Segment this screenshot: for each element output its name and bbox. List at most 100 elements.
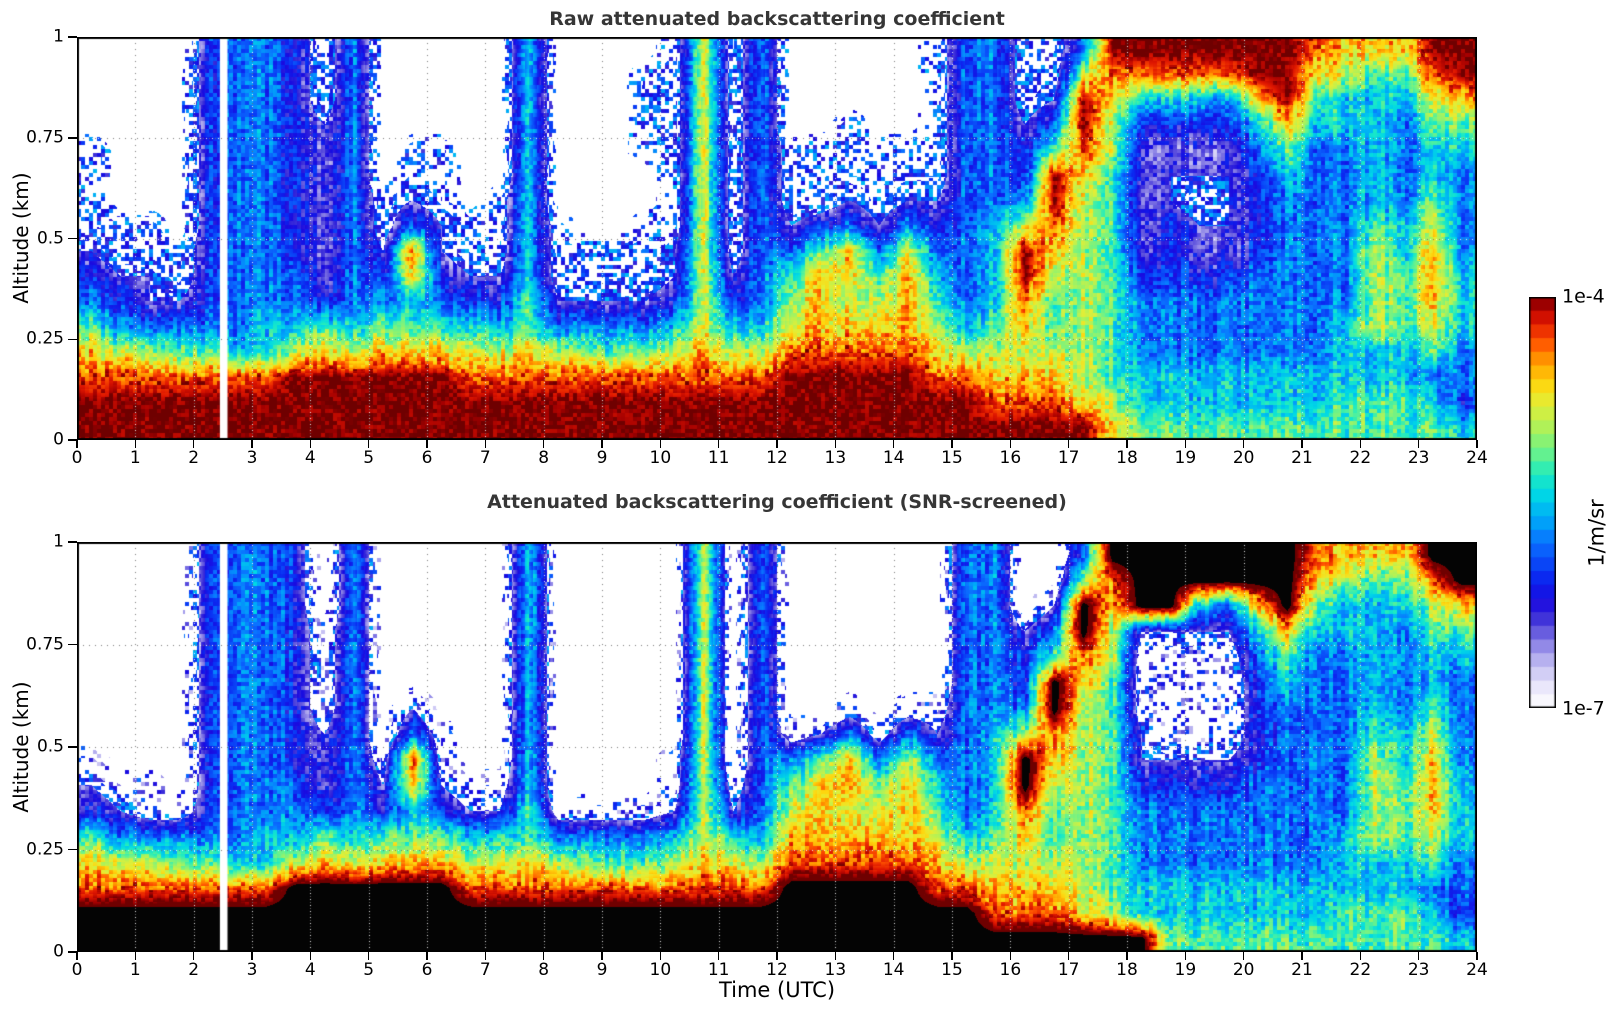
y-tick-label-p1: 0	[53, 429, 64, 450]
x-tick-label-p2: 5	[363, 960, 375, 980]
x-tick-mark	[134, 952, 137, 960]
y-tick-label-p2: 1	[53, 531, 64, 552]
x-tick-mark	[1067, 440, 1070, 448]
x-tick-mark	[951, 952, 953, 960]
x-tick-mark	[426, 440, 428, 448]
x-tick-label-p2: 23	[1407, 960, 1430, 980]
y-tick-label-p2: 0	[53, 941, 64, 962]
x-tick-label-p2: 0	[71, 960, 83, 980]
x-tick-mark	[76, 440, 78, 448]
y-tick-mark	[68, 643, 77, 646]
x-tick-mark	[951, 440, 953, 448]
x-tick-mark	[1417, 440, 1420, 448]
x-tick-mark	[659, 440, 662, 448]
x-tick-mark	[892, 440, 895, 448]
y-tick-label-p1: 0.25	[26, 328, 64, 349]
x-tick-label-p2: 12	[766, 960, 788, 980]
x-tick-mark	[834, 952, 837, 960]
x-tick-label-p2: 17	[1057, 960, 1080, 980]
x-tick-label-p1: 3	[246, 448, 258, 468]
y-tick-mark	[68, 951, 77, 953]
x-tick-mark	[251, 952, 253, 960]
x-tick-mark	[1009, 440, 1012, 448]
x-tick-label-p1: 20	[1232, 448, 1255, 468]
y-tick-mark	[68, 36, 77, 38]
x-tick-mark	[1242, 952, 1245, 960]
x-tick-mark	[1359, 952, 1362, 960]
x-tick-mark	[1359, 440, 1362, 448]
x-tick-mark	[367, 440, 370, 448]
x-tick-label-p2: 6	[421, 960, 433, 980]
x-tick-mark	[659, 952, 662, 960]
x-tick-label-p2: 1	[129, 960, 141, 980]
x-tick-mark	[367, 952, 370, 960]
x-tick-label-p2: 8	[538, 960, 550, 980]
x-tick-label-p2: 9	[596, 960, 608, 980]
x-tick-mark	[1126, 952, 1128, 960]
x-tick-mark	[309, 440, 312, 448]
panel1-title: Raw attenuated backscattering coefficien…	[549, 8, 1005, 30]
x-tick-mark	[776, 952, 778, 960]
x-tick-label-p2: 21	[1291, 960, 1313, 980]
x-tick-mark	[251, 440, 253, 448]
x-tick-label-p1: 15	[941, 448, 963, 468]
x-tick-mark	[134, 440, 137, 448]
y-tick-label-p1: 1	[53, 26, 64, 47]
y-tick-label-p2: 0.75	[26, 634, 64, 654]
x-tick-label-p2: 7	[479, 960, 491, 980]
x-tick-label-p1: 22	[1349, 448, 1372, 468]
x-tick-mark	[1476, 440, 1478, 448]
x-tick-mark	[892, 952, 895, 960]
x-tick-mark	[717, 440, 720, 448]
x-tick-label-p1: 4	[304, 448, 316, 468]
x-tick-mark	[542, 952, 545, 960]
x-tick-label-p1: 8	[538, 448, 550, 468]
x-tick-mark	[1476, 952, 1478, 960]
x-tick-label-p1: 18	[1116, 448, 1138, 468]
colorbar-min-label: 1e-7	[1562, 697, 1605, 720]
x-tick-label-p2: 15	[941, 960, 963, 980]
x-tick-mark	[1126, 440, 1128, 448]
x-tick-label-p2: 2	[188, 960, 200, 980]
y-tick-label-p2: 0.25	[26, 839, 64, 859]
x-tick-mark	[1184, 952, 1187, 960]
x-axis-label: Time (UTC)	[718, 978, 836, 1002]
x-tick-label-p2: 20	[1232, 960, 1255, 980]
x-tick-label-p2: 3	[246, 960, 258, 980]
y-tick-mark	[68, 746, 77, 748]
x-tick-label-p2: 4	[304, 960, 316, 980]
x-tick-mark	[309, 952, 312, 960]
y-tick-mark	[68, 848, 77, 851]
x-tick-label-p1: 19	[1174, 448, 1197, 468]
x-tick-mark	[1301, 952, 1303, 960]
x-tick-label-p1: 14	[882, 448, 905, 468]
x-tick-label-p1: 17	[1057, 448, 1080, 468]
x-tick-label-p1: 1	[129, 448, 141, 468]
x-tick-mark	[192, 952, 195, 960]
x-tick-label-p1: 9	[596, 448, 608, 468]
x-tick-mark	[76, 952, 78, 960]
x-tick-mark	[1009, 952, 1012, 960]
x-tick-label-p2: 13	[824, 960, 847, 980]
x-tick-label-p1: 11	[707, 448, 730, 468]
x-tick-label-p2: 19	[1174, 960, 1197, 980]
heatmap-panel-raw	[77, 37, 1477, 440]
x-tick-mark	[192, 440, 195, 448]
x-tick-label-p2: 14	[882, 960, 905, 980]
x-tick-mark	[484, 440, 487, 448]
y-tick-mark	[68, 338, 77, 340]
x-tick-label-p1: 13	[824, 448, 847, 468]
x-tick-mark	[484, 952, 487, 960]
x-tick-label-p1: 2	[188, 448, 200, 468]
x-tick-mark	[1184, 440, 1187, 448]
x-tick-mark	[601, 440, 603, 448]
y-tick-mark	[68, 541, 77, 543]
x-tick-mark	[1417, 952, 1420, 960]
x-tick-label-p1: 6	[421, 448, 433, 468]
x-tick-mark	[426, 952, 428, 960]
y-axis-label-panel1: Altitude (km)	[9, 172, 33, 304]
x-tick-mark	[601, 952, 603, 960]
x-tick-mark	[1301, 440, 1303, 448]
y-tick-mark	[68, 439, 77, 441]
x-tick-mark	[717, 952, 720, 960]
